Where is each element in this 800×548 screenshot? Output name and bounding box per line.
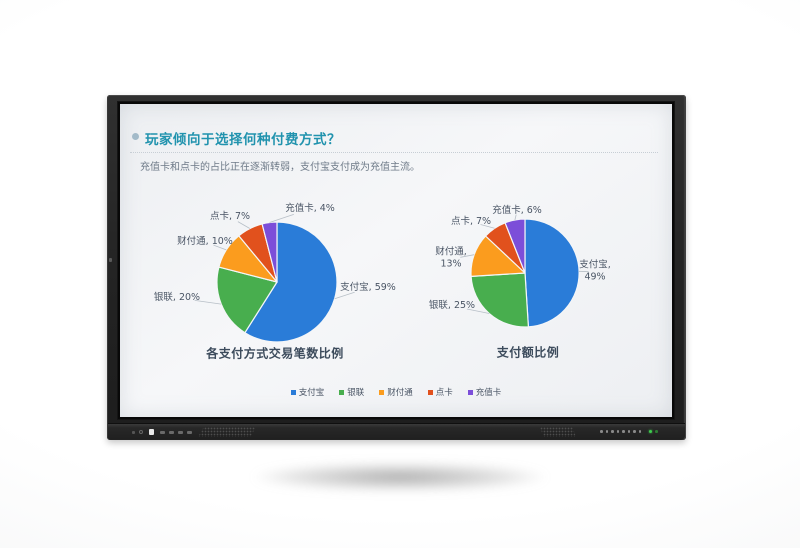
pie-data-label: 支付宝, 49% [579,259,611,283]
bezel-button-dot [633,430,636,433]
dotted-divider [130,152,658,153]
label-leader-line [466,308,490,314]
label-leader-line [269,214,294,223]
legend-label: 点卡 [435,388,453,398]
pie-data-label: 支付宝, 59% [340,281,396,293]
slide-title: 玩家倾向于选择何种付费方式？ [145,132,341,148]
label-leader-line [334,291,355,300]
bezel-button-dot [622,430,625,433]
pie-data-label: 充值卡, 4% [285,202,335,214]
floor-shadow [193,457,607,497]
legend-label: 支付宝 [298,388,325,398]
pie-data-label: 财付通, 10% [177,235,233,247]
pie-data-label: 点卡, 7% [450,215,492,227]
legend-item: 财付通 [379,386,413,398]
power-led [649,430,652,433]
chart-legend: 支付宝 银联 财付通 点卡 充值卡 [120,386,672,398]
pie-data-label: 充值卡, 6% [492,204,542,216]
pie-slice-1-0 [524,218,580,328]
pie-slice-0-0 [244,221,338,343]
pie-slice-0-1 [216,266,278,334]
home-button [149,429,154,435]
display-frame: 玩家倾向于选择何种付费方式？ 充值卡和点卡的占比正在逐渐转弱，支付宝支付成为充值… [107,95,686,440]
bezel-button [160,430,165,434]
speaker-grille-left [198,427,256,437]
legend-item: 支付宝 [290,386,325,398]
legend-item: 点卡 [427,386,453,398]
legend-label: 银联 [347,388,365,398]
chart-title-0: 各支付方式交易笔数比例 [206,346,344,361]
legend-swatch-icon [339,389,345,395]
label-leader-line [237,221,251,229]
bezel-button-dot [605,430,608,433]
legend-label: 财付通 [387,388,413,398]
legend-swatch-icon [427,389,433,395]
label-leader-line [460,254,475,258]
bezel-button-dot [611,430,614,433]
legend-swatch-icon [467,389,473,395]
label-leader-line [213,244,227,251]
label-leader-line [480,224,495,229]
bezel-button-dot [627,430,630,433]
label-leader-line [194,300,222,305]
legend-swatch-icon [290,389,296,395]
power-button [139,430,143,434]
bezel-button-dot [638,430,641,433]
slide-subtitle: 充值卡和点卡的占比正在逐渐转弱，支付宝支付成为充值主流。 [140,162,420,173]
bezel-button-dot [616,430,619,433]
screen: 玩家倾向于选择何种付费方式？ 充值卡和点卡的占比正在逐渐转弱，支付宝支付成为充值… [118,102,674,419]
bezel-button-dot [600,430,603,433]
pie-data-label: 财付通, 13% [435,246,467,270]
charts-layer: 支付宝, 59% 银联, 20% 财付通, 10% 点卡, 7% 充值卡, 4% 各支付方… [120,104,672,417]
status-led [655,430,658,433]
pie-charts-svg [194,214,589,343]
legend-swatch-icon [379,389,385,395]
bezel-controls-left [132,429,192,435]
ir-sensor-icon [109,258,112,262]
pie-data-label: 点卡, 7% [209,210,251,222]
legend-item: 充值卡 [467,386,502,398]
chart-title-1: 支付额比例 [496,345,560,360]
label-leader-line [514,214,517,221]
speaker-grille-right [540,427,576,437]
slide: 玩家倾向于选择何种付费方式？ 充值卡和点卡的占比正在逐渐转弱，支付宝支付成为充值… [120,104,672,417]
pie-data-label: 银联, 20% [153,291,201,303]
bezel-button [187,430,192,434]
bullet-icon [132,133,139,140]
bezel-controls-right [600,430,658,433]
legend-label: 充值卡 [475,388,502,398]
pie-slice-1-1 [470,272,529,328]
light-sensor-icon [132,430,135,434]
legend-item: 银联 [339,386,364,398]
bezel-button [178,430,183,434]
bezel-button [169,430,174,434]
pie-data-label: 银联, 25% [428,299,476,311]
pie-slice-0-4 [261,221,278,283]
bottom-bezel [108,423,685,439]
